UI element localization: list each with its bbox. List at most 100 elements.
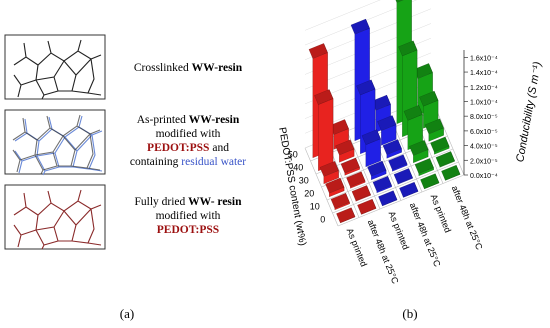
- bar-top: [419, 90, 439, 107]
- x-tick-label: As printed: [387, 210, 411, 251]
- bar: [335, 139, 355, 163]
- bar-top: [335, 139, 355, 156]
- bar-top: [378, 190, 398, 206]
- bar-top: [346, 171, 366, 187]
- box: [4, 34, 106, 100]
- bar: [435, 151, 455, 168]
- bar: [414, 158, 434, 176]
- bar-top: [361, 129, 381, 145]
- bar-top: [314, 89, 334, 105]
- bar-top: [351, 185, 371, 201]
- bar-top: [330, 193, 350, 209]
- bar: [336, 207, 356, 223]
- caption: PEDOT:PSS and: [147, 142, 229, 154]
- y-tick-label: 10: [310, 202, 320, 212]
- bar: [351, 185, 371, 202]
- bar: [399, 182, 419, 198]
- caption: PEDOT:PSS: [157, 224, 219, 236]
- bar-top: [435, 151, 455, 167]
- bar: [319, 161, 339, 184]
- bar: [372, 176, 392, 193]
- text: Crosslinked: [134, 62, 189, 74]
- bar-top: [398, 40, 418, 57]
- bar: [393, 168, 413, 185]
- x-tick-label: As printed: [429, 193, 453, 234]
- text: WW-resin: [192, 62, 243, 74]
- z-tick-label: 0.0x10⁻⁴: [470, 173, 498, 180]
- box: [4, 184, 106, 250]
- bar: [409, 140, 429, 163]
- text: Fully dried: [134, 196, 185, 208]
- y-axis-label: PEDOT:PSS content (wt%): [276, 126, 308, 246]
- bar-front: [318, 98, 334, 171]
- bar-top: [403, 105, 423, 121]
- text: WW-resin: [189, 114, 240, 126]
- y-tick-label: 0: [320, 215, 325, 225]
- bar: [330, 193, 350, 210]
- bar: [420, 173, 440, 189]
- text: WW- resin: [188, 196, 242, 208]
- bar: [430, 136, 450, 155]
- bar: [340, 157, 360, 176]
- bar-top: [340, 157, 360, 174]
- x-tick-label: As printed: [345, 227, 369, 268]
- bar-top: [350, 18, 370, 35]
- bar-top: [395, 0, 404, 3]
- caption: Crosslinked WW-resin: [134, 62, 243, 74]
- text: PEDOT:PSS: [147, 142, 209, 154]
- bar: [367, 160, 387, 180]
- text: PEDOT:PSS: [157, 224, 219, 236]
- panel-label: (a): [120, 306, 134, 321]
- bar-top: [357, 199, 377, 215]
- bar-top: [308, 43, 328, 59]
- z-tick-label: 2.0x10⁻⁵: [470, 158, 498, 165]
- bar-top: [430, 136, 450, 153]
- bar-top: [414, 158, 434, 174]
- z-tick-label: 1.6x10⁻⁴: [470, 55, 498, 62]
- bar-top: [372, 176, 392, 192]
- text: and: [212, 142, 229, 154]
- x-tick-label: after 48h at 25°C: [450, 184, 485, 251]
- bar: [357, 199, 377, 215]
- floor-line: [346, 130, 381, 210]
- bar: [378, 190, 398, 206]
- z-tick-label: 1.4x10⁻⁴: [470, 70, 498, 77]
- bar: [388, 154, 408, 172]
- panel-label: (b): [402, 306, 417, 321]
- text: containing: [130, 156, 179, 168]
- bar-top: [393, 168, 413, 184]
- z-tick-label: 1.2x10⁻⁴: [470, 85, 498, 92]
- caption: As-printed WW-resin: [137, 114, 240, 126]
- bar-top: [388, 154, 408, 170]
- bar-top: [356, 79, 376, 96]
- bar-top: [336, 207, 356, 223]
- caption: Fully dried WW- resin: [134, 196, 242, 208]
- bar-top: [367, 160, 387, 177]
- text: As-printed: [137, 114, 186, 126]
- bar: [377, 115, 397, 146]
- y-tick-label: 50: [288, 150, 298, 160]
- bar: [325, 177, 345, 197]
- y-tick-label: 30: [299, 176, 309, 186]
- bar-top: [325, 177, 345, 194]
- floor-line: [304, 147, 339, 227]
- bar-top: [409, 140, 429, 156]
- bar: [382, 139, 402, 159]
- caption: modified with: [156, 210, 221, 222]
- y-tick-label: 20: [304, 189, 314, 199]
- bar-top: [377, 115, 397, 131]
- bar-top: [319, 161, 339, 177]
- bar: [403, 105, 423, 150]
- text: residual water: [181, 156, 246, 168]
- z-tick-label: 6.0x10⁻⁵: [470, 129, 498, 136]
- z-tick-label: 1.0x10⁻⁴: [470, 99, 498, 106]
- z-axis-label: Conducibility (S m⁻¹): [514, 60, 544, 163]
- z-tick-label: 8.0x10⁻⁵: [470, 114, 498, 121]
- bar: [424, 118, 444, 142]
- bar: [441, 165, 461, 181]
- y-tick-label: 40: [293, 163, 303, 173]
- bar: [361, 129, 381, 167]
- z-tick-label: 4.0x10⁻⁵: [470, 144, 498, 151]
- bar-top: [382, 139, 402, 155]
